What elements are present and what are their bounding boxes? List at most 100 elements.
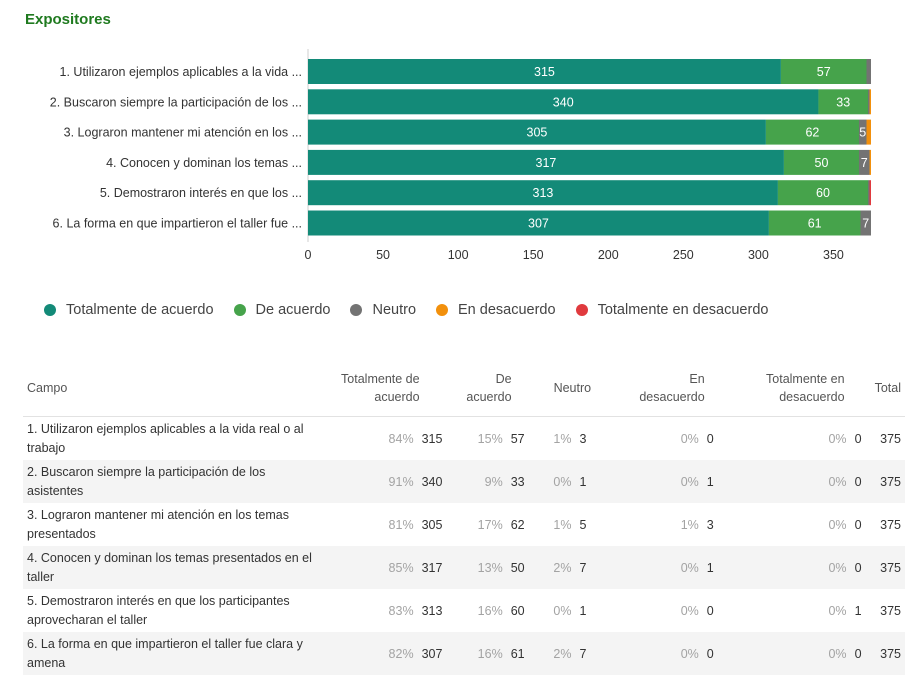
data-label: 5 xyxy=(859,126,866,140)
cell-total: 375 xyxy=(880,517,901,532)
header-totalmente-de-acuerdo-label: Totalmente de acuerdo xyxy=(341,372,420,404)
bar-segment xyxy=(308,149,784,175)
cell-total: 375 xyxy=(880,431,901,446)
cell-n-pct: 2% xyxy=(545,546,576,589)
cell-da-pct: 9% xyxy=(455,460,507,503)
x-tick-label: 350 xyxy=(823,248,844,262)
header-neutro[interactable]: Neutro xyxy=(545,360,613,417)
cell-da-pct: 15% xyxy=(477,431,503,446)
data-label: 317 xyxy=(536,156,557,170)
header-totalmente-en-desacuerdo[interactable]: Totalmente en desacuerdo xyxy=(740,360,871,417)
cell-n: 1 xyxy=(579,603,587,618)
bar-segment xyxy=(765,119,859,145)
cell-tda-pct: 83% xyxy=(388,603,414,618)
cell-campo: 5. Demostraron interés en que los partic… xyxy=(27,593,290,627)
cell-ed: 3 xyxy=(706,517,714,532)
cell-tda: 315 xyxy=(421,431,443,446)
cell-n: 5 xyxy=(579,517,587,532)
bar-segment xyxy=(858,119,867,145)
data-label: 305 xyxy=(527,126,548,140)
cell-ed-pct: 0% xyxy=(612,546,703,589)
cell-ed: 0 xyxy=(706,431,714,446)
cell-ted: 0 xyxy=(854,517,862,532)
cell-ted: 0 xyxy=(850,460,871,503)
cell-ed-pct: 0% xyxy=(680,603,699,618)
cell-da-pct: 16% xyxy=(455,632,507,675)
category-label: 4. Conocen y dominan los temas ... xyxy=(106,156,302,170)
x-tick-label: 50 xyxy=(376,248,390,262)
cell-campo: 2. Buscaron siempre la participación de … xyxy=(23,460,328,503)
data-label: 340 xyxy=(553,95,574,109)
bar-segment xyxy=(308,210,769,236)
bar-segment xyxy=(777,180,868,206)
cell-ted-pct: 0% xyxy=(828,431,847,446)
data-label: 62 xyxy=(805,126,819,140)
cell-n-pct: 2% xyxy=(545,632,576,675)
cell-tda: 305 xyxy=(421,517,443,532)
header-campo[interactable]: Campo xyxy=(23,360,328,417)
cell-n: 1 xyxy=(575,460,613,503)
cell-total: 375 xyxy=(870,632,905,675)
legend-item[interactable]: En desacuerdo xyxy=(436,302,556,318)
legend-item[interactable]: Totalmente en desacuerdo xyxy=(575,302,769,318)
header-neutro-label: Neutro xyxy=(553,381,592,395)
data-label: 7 xyxy=(862,217,869,231)
header-total[interactable]: Total xyxy=(870,360,905,417)
legend-dot-icon xyxy=(350,304,363,316)
bar-segment xyxy=(866,119,871,145)
bar-segment xyxy=(308,59,781,84)
table-row: 5. Demostraron interés en que los partic… xyxy=(23,589,905,632)
cell-ted-pct: 0% xyxy=(740,632,851,675)
cell-ed: 0 xyxy=(706,603,714,618)
category-label: 3. Lograron mantener mi atención en los … xyxy=(64,126,302,140)
cell-da: 57 xyxy=(510,431,525,446)
bar-segment xyxy=(869,149,871,175)
bar-segment xyxy=(308,180,778,206)
cell-tda-pct: 85% xyxy=(327,546,418,589)
x-tick-label: 0 xyxy=(305,248,312,262)
cell-campo: 4. Conocen y dominan los temas presentad… xyxy=(23,546,328,589)
bar-segment xyxy=(780,59,867,84)
cell-campo: 3. Lograron mantener mi atención en los … xyxy=(27,507,289,541)
cell-ed-pct: 1% xyxy=(680,517,699,532)
cell-ted-pct: 0% xyxy=(740,546,851,589)
data-label: 7 xyxy=(861,156,868,170)
data-label: 60 xyxy=(816,186,830,200)
x-tick-label: 300 xyxy=(748,248,769,262)
cell-tda-pct: 91% xyxy=(327,460,418,503)
category-label: 5. Demostraron interés en que los ... xyxy=(100,186,302,200)
legend-item[interactable]: De acuerdo xyxy=(233,302,330,318)
cell-ted: 1 xyxy=(854,603,862,618)
cell-campo: 6. La forma en que impartieron el taller… xyxy=(23,632,328,675)
cell-ted-pct: 0% xyxy=(740,460,851,503)
legend-dot-icon xyxy=(233,304,246,316)
x-tick-label: 100 xyxy=(448,248,469,262)
data-label: 61 xyxy=(808,217,822,231)
header-en-desacuerdo[interactable]: En desacuerdo xyxy=(612,360,741,417)
legend-label: En desacuerdo xyxy=(458,302,556,318)
cell-total: 375 xyxy=(880,603,901,618)
cell-ted-pct: 0% xyxy=(828,603,847,618)
cell-ed: 0 xyxy=(702,632,741,675)
cell-n-pct: 1% xyxy=(553,431,572,446)
cell-ted: 0 xyxy=(850,632,871,675)
header-de-acuerdo[interactable]: De acuerdo xyxy=(455,360,546,417)
cell-ed-pct: 0% xyxy=(612,632,703,675)
data-label: 315 xyxy=(534,65,555,79)
header-totalmente-de-acuerdo[interactable]: Totalmente de acuerdo xyxy=(327,360,456,417)
cell-ed-pct: 0% xyxy=(680,431,699,446)
legend-label: Totalmente en desacuerdo xyxy=(597,302,769,318)
cell-total: 375 xyxy=(870,546,905,589)
cell-tda: 307 xyxy=(417,632,456,675)
bar-segment xyxy=(867,89,870,115)
legend-item[interactable]: Neutro xyxy=(350,302,416,318)
legend-dot-icon xyxy=(436,304,449,316)
cell-ted: 0 xyxy=(850,546,871,589)
data-label: 313 xyxy=(533,186,554,200)
legend-item[interactable]: Totalmente de acuerdo xyxy=(44,302,214,318)
table-row: 1. Utilizaron ejemplos aplicables a la v… xyxy=(23,417,905,461)
cell-ed: 1 xyxy=(702,546,741,589)
cell-ed: 1 xyxy=(702,460,741,503)
table-header-row: Campo Totalmente de acuerdo De acuerdo N… xyxy=(23,360,905,417)
bar-segment xyxy=(869,89,871,115)
